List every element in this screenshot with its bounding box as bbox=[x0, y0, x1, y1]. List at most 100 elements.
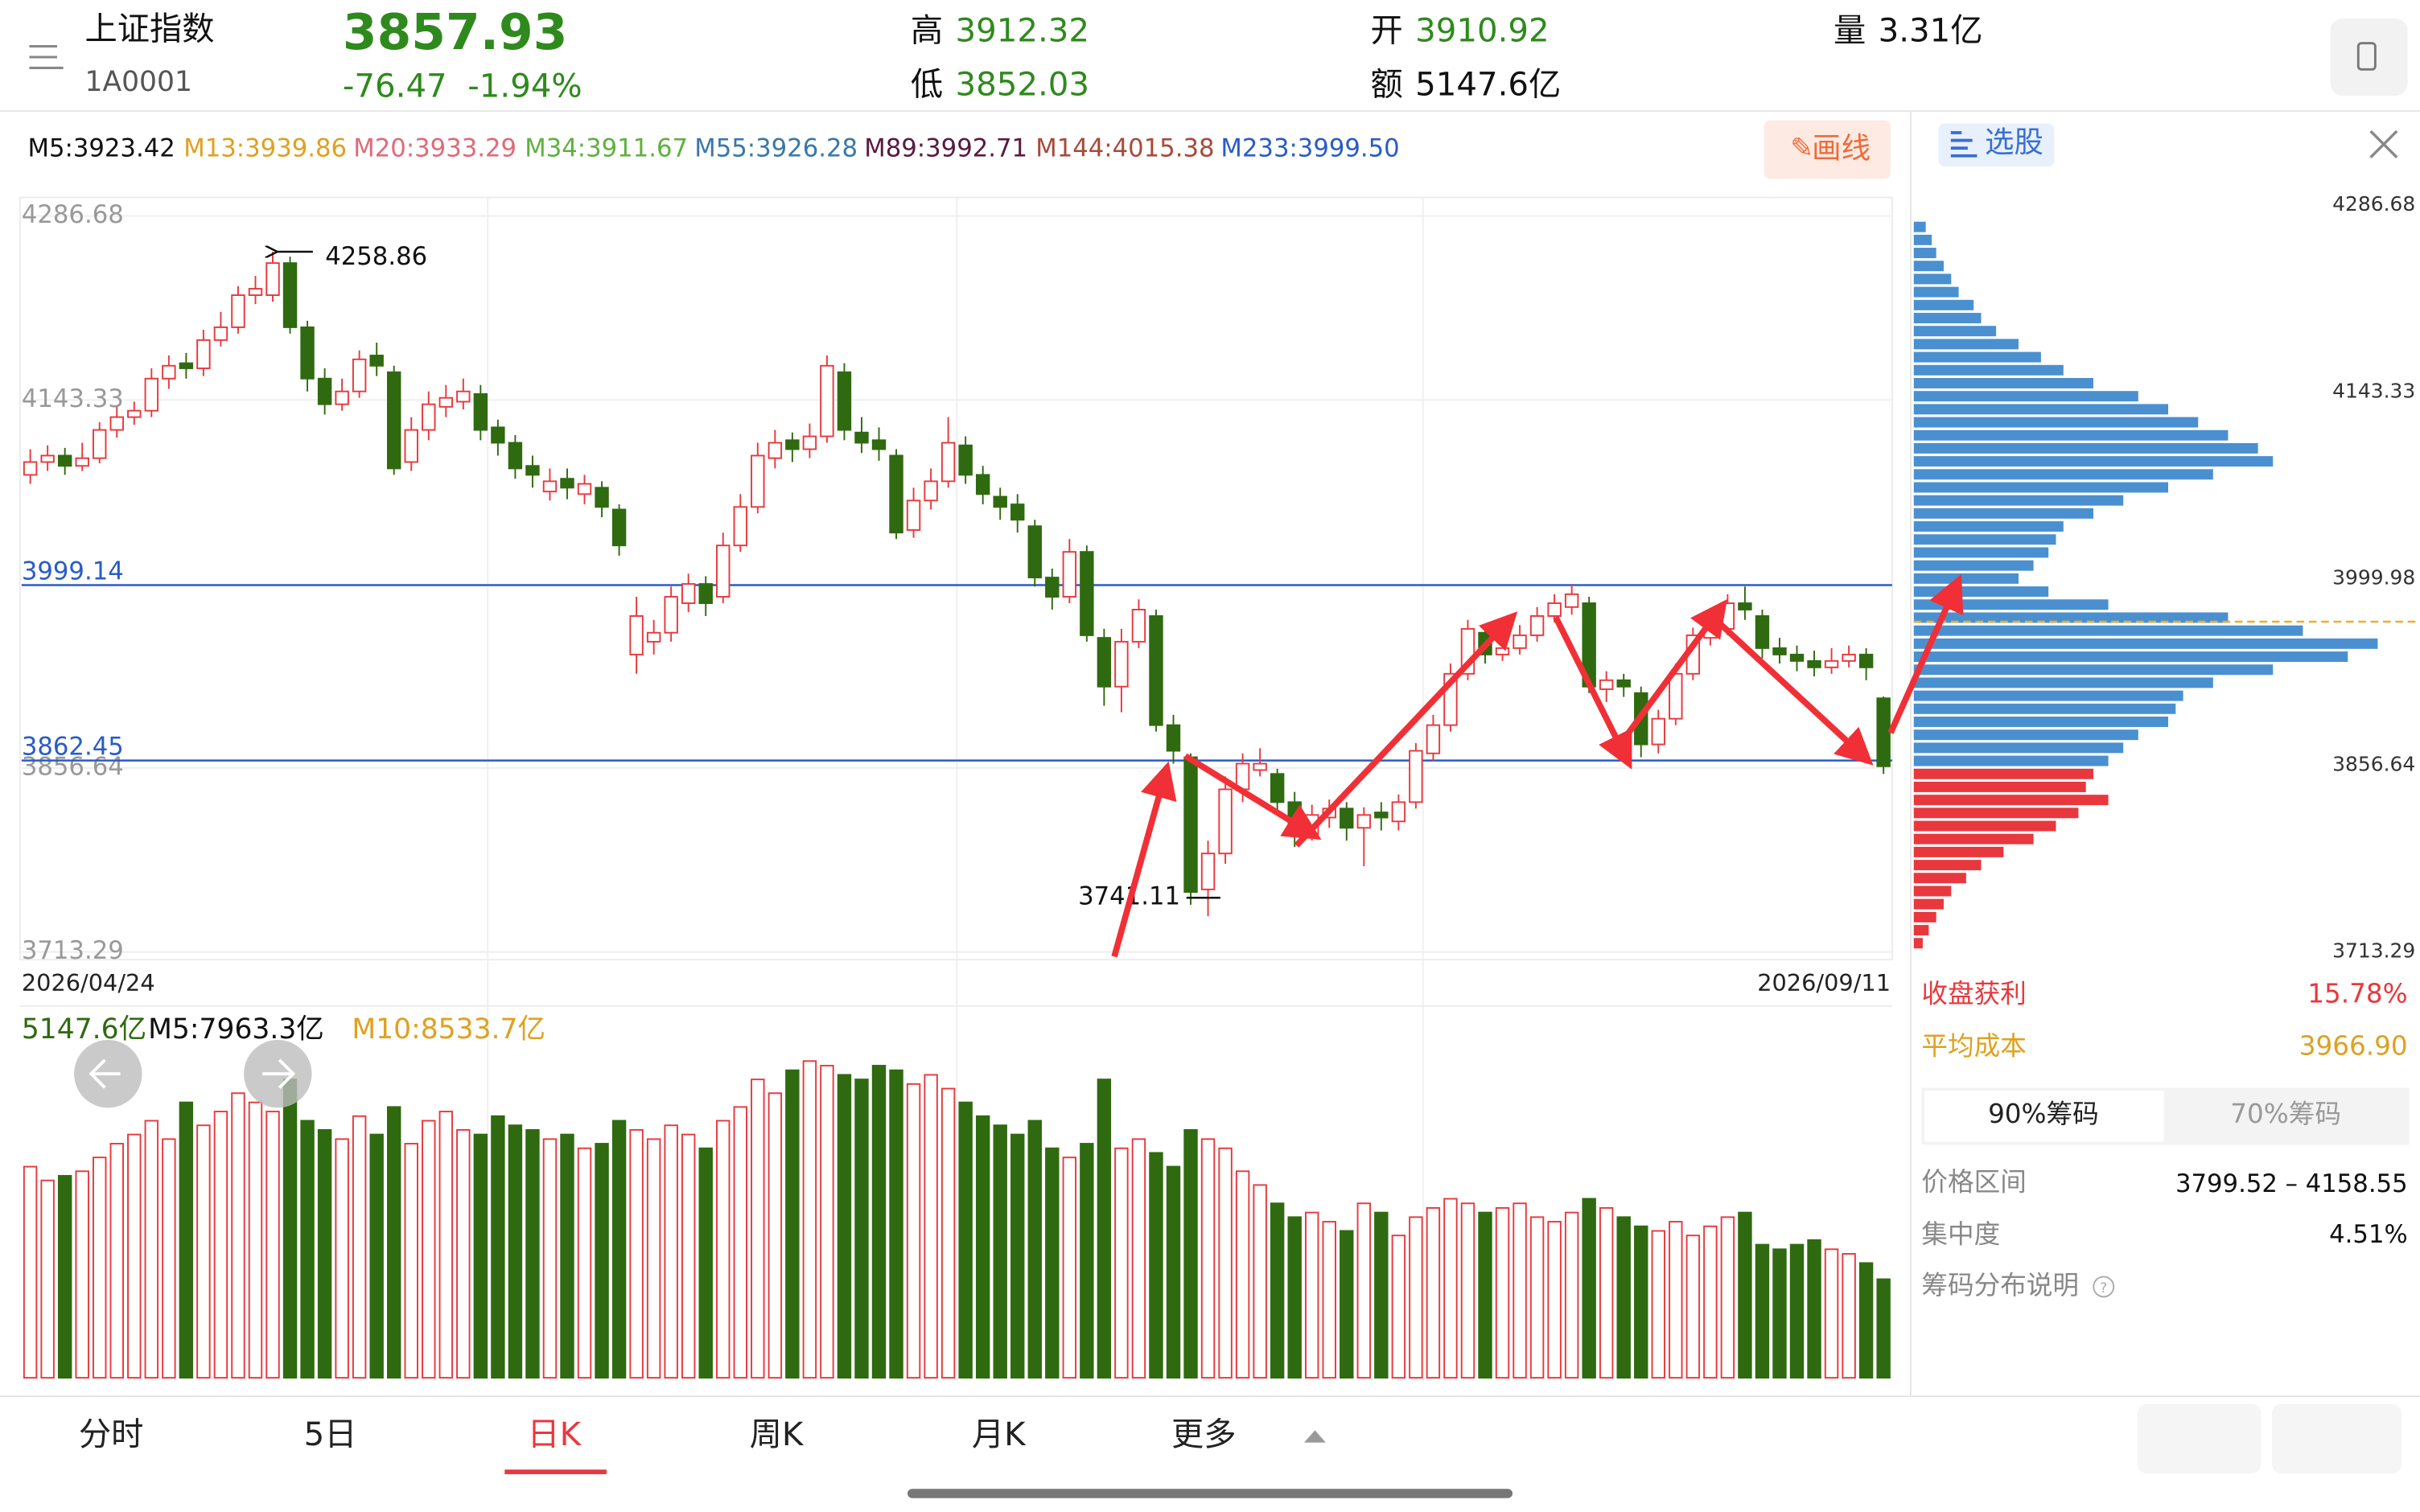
volume-bar bbox=[438, 1111, 454, 1379]
y-tick-label: 3713.29 bbox=[22, 937, 124, 965]
tab[interactable]: 5日 bbox=[304, 1416, 357, 1453]
volume-bar bbox=[456, 1128, 471, 1379]
candle-body bbox=[1738, 602, 1752, 610]
device-button[interactable] bbox=[2330, 18, 2408, 96]
tab[interactable]: 日K bbox=[527, 1416, 582, 1453]
volume-bar bbox=[40, 1179, 55, 1379]
chip-bar bbox=[1913, 651, 2348, 662]
candle-body bbox=[473, 392, 488, 431]
chip-bar bbox=[1913, 313, 1982, 323]
candle-body bbox=[508, 442, 523, 470]
volume-bar bbox=[1634, 1225, 1648, 1379]
volume-bar bbox=[23, 1165, 38, 1379]
side-button[interactable] bbox=[2271, 1403, 2401, 1474]
y2-tick-label: 3999.98 bbox=[2332, 565, 2415, 589]
chip-bar bbox=[1913, 885, 1952, 897]
chip-bar bbox=[1913, 860, 1982, 871]
volume-bar bbox=[109, 1143, 124, 1379]
chip-bar bbox=[1913, 339, 2019, 350]
chip-bar bbox=[1913, 442, 2258, 454]
side-button[interactable] bbox=[2137, 1403, 2262, 1474]
volume-bar bbox=[1876, 1278, 1891, 1379]
tab[interactable]: 月K bbox=[972, 1416, 1027, 1453]
volume-label: 量 bbox=[1834, 12, 1866, 49]
candle-body bbox=[335, 390, 349, 405]
chip-tab-label[interactable]: 70%筹码 bbox=[2230, 1099, 2341, 1129]
candle-body bbox=[109, 416, 124, 431]
candle-body bbox=[1789, 653, 1805, 662]
volume-bar bbox=[1807, 1239, 1821, 1379]
last-price: 3857.93 bbox=[343, 4, 568, 61]
candle-body bbox=[768, 442, 783, 459]
volume-bar bbox=[716, 1120, 731, 1379]
chip-bar bbox=[1913, 873, 1966, 884]
draw-line-button[interactable]: ✎画线 bbox=[1764, 120, 1891, 179]
volume-bar bbox=[1772, 1248, 1787, 1379]
high-value: 3912.32 bbox=[955, 12, 1089, 49]
chip-bar bbox=[1913, 547, 2049, 558]
volume-bar bbox=[1495, 1206, 1510, 1379]
select-stock-button[interactable]: 选股 bbox=[1938, 123, 2055, 167]
candle-body bbox=[542, 480, 558, 493]
tab[interactable]: 周K bbox=[750, 1416, 805, 1453]
help-link[interactable]: 筹码分布说明 bbox=[1921, 1270, 2079, 1300]
volume-bar bbox=[1149, 1152, 1163, 1379]
y2-tick-label: 4143.33 bbox=[2332, 379, 2415, 402]
next-button[interactable] bbox=[244, 1039, 312, 1108]
candle-body bbox=[1564, 593, 1579, 608]
menu-icon[interactable] bbox=[29, 45, 64, 69]
candle-body bbox=[525, 465, 540, 476]
volume-bar bbox=[282, 1079, 298, 1379]
chip-bar bbox=[1913, 573, 2019, 584]
y-tick-label: 4143.33 bbox=[22, 385, 124, 413]
chip-bar bbox=[1913, 326, 1997, 337]
vertical-grid bbox=[487, 197, 1424, 1381]
reference-label: 3999.14 bbox=[22, 558, 124, 586]
chip-bar bbox=[1913, 925, 1929, 936]
volume-bar bbox=[768, 1092, 783, 1379]
volume-bar bbox=[57, 1175, 72, 1379]
y2-tick-label: 3856.64 bbox=[2332, 753, 2415, 776]
cost-label: 平均成本 bbox=[1921, 1031, 2026, 1062]
volume-bar bbox=[1703, 1225, 1718, 1379]
chip-bar bbox=[1913, 768, 2094, 779]
prev-button[interactable] bbox=[74, 1039, 142, 1108]
volume-bar bbox=[975, 1115, 990, 1379]
tab[interactable]: 更多 bbox=[1171, 1416, 1237, 1453]
ma-legend: M13:3939.86 bbox=[183, 135, 347, 163]
candle-body bbox=[491, 426, 505, 444]
candle-body bbox=[438, 396, 454, 408]
low-value: 3852.03 bbox=[955, 66, 1089, 103]
more-caret[interactable] bbox=[1304, 1430, 1326, 1443]
chip-bar bbox=[1913, 898, 1944, 910]
volume-bar bbox=[93, 1157, 107, 1379]
candle-body bbox=[837, 371, 852, 431]
volume-bar bbox=[940, 1087, 956, 1379]
volume-bar bbox=[369, 1133, 384, 1379]
chip-bar bbox=[1913, 690, 2183, 701]
volume-bar bbox=[1443, 1198, 1458, 1379]
candle-body bbox=[664, 596, 678, 634]
volume-bar bbox=[1305, 1211, 1319, 1379]
volume-bar bbox=[854, 1079, 869, 1379]
candle-body bbox=[1512, 634, 1527, 649]
svg-text:?: ? bbox=[2100, 1280, 2107, 1296]
candle-body bbox=[1218, 788, 1233, 855]
candle-body bbox=[1842, 653, 1856, 662]
chip-tab-90[interactable]: 90%筹码 bbox=[1924, 1091, 2164, 1142]
volume-bar bbox=[144, 1120, 159, 1379]
volume-bar bbox=[595, 1143, 609, 1379]
candle-body bbox=[387, 371, 401, 470]
candle-body bbox=[1114, 640, 1129, 688]
volume-bar bbox=[1062, 1157, 1077, 1379]
tab[interactable]: 分时 bbox=[79, 1416, 144, 1453]
volume-bar bbox=[525, 1128, 540, 1379]
chip-bar bbox=[1913, 456, 2274, 467]
candle-body bbox=[1200, 853, 1216, 890]
volume-bar bbox=[317, 1128, 332, 1379]
volume-bar bbox=[1755, 1243, 1770, 1379]
candle-body bbox=[1080, 551, 1094, 636]
close-button[interactable] bbox=[2369, 129, 2398, 158]
candle-body bbox=[162, 364, 176, 380]
candle-body bbox=[993, 495, 1007, 508]
